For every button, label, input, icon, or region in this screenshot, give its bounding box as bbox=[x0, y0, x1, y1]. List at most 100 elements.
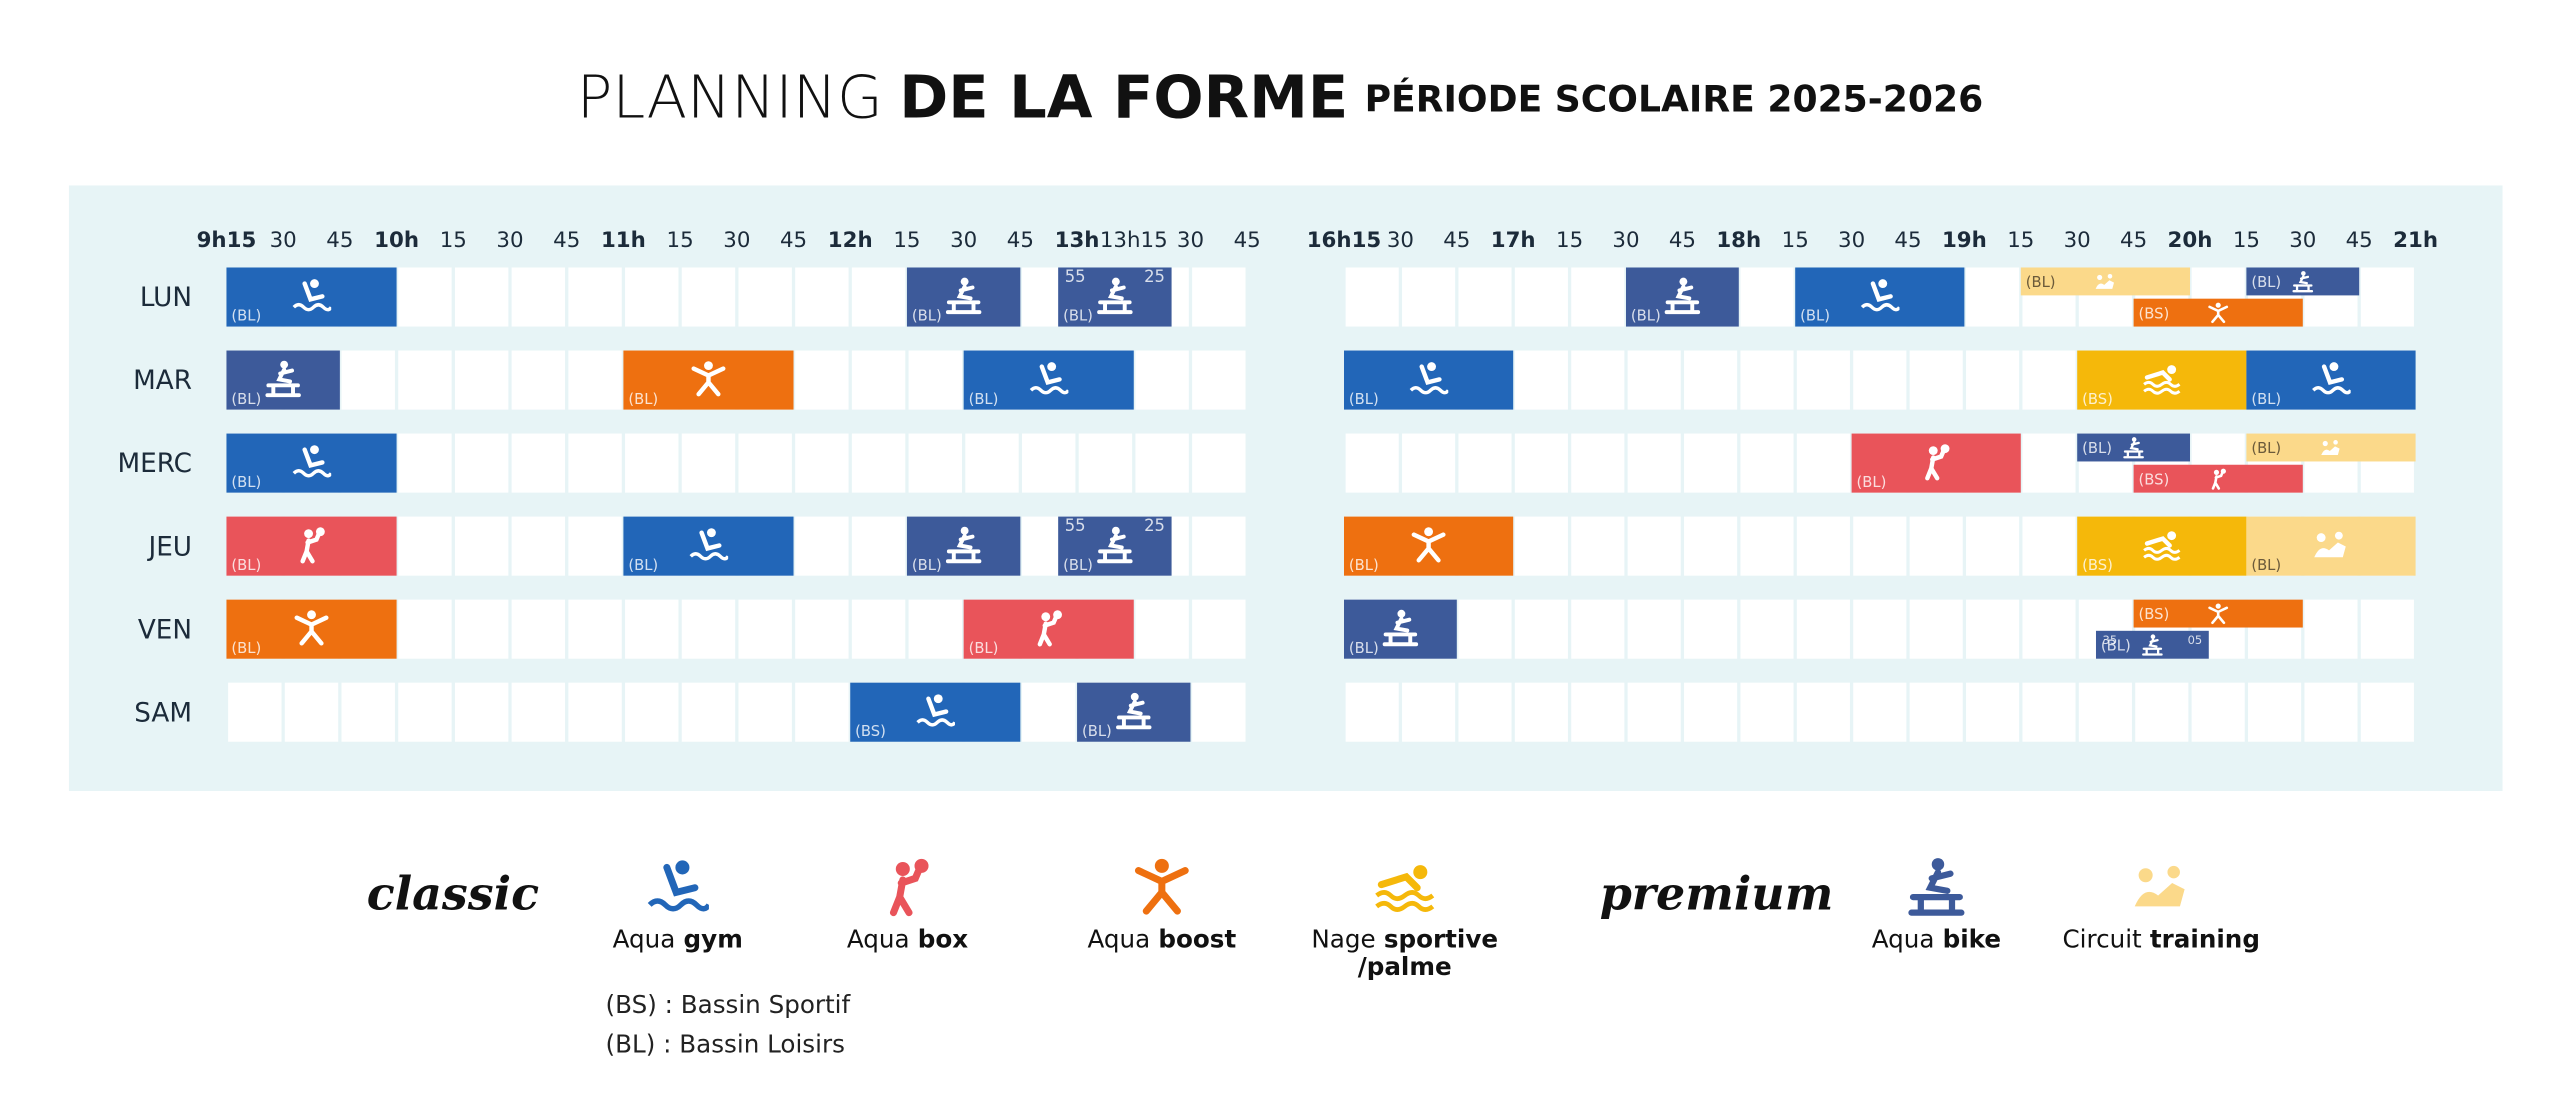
cell bbox=[2360, 599, 2414, 659]
cell bbox=[1966, 516, 2020, 576]
time-label: 45 bbox=[1894, 228, 1921, 253]
pool-label: (BL) bbox=[628, 391, 658, 408]
session: (BL) bbox=[1344, 350, 1514, 410]
time-label: 30 bbox=[270, 228, 297, 253]
time-label: 45 bbox=[1443, 228, 1470, 253]
time-label: 15 bbox=[440, 228, 467, 253]
cell bbox=[625, 267, 679, 327]
session: (BL) bbox=[2020, 267, 2190, 296]
session: (BS) bbox=[2077, 516, 2247, 576]
cell bbox=[2135, 682, 2189, 742]
time-label: 12h bbox=[828, 228, 873, 253]
time-label: 30 bbox=[1177, 228, 1204, 253]
cell bbox=[1078, 433, 1133, 493]
cell bbox=[2022, 682, 2076, 742]
time-label: 15 bbox=[1556, 228, 1583, 253]
cell bbox=[2360, 267, 2414, 327]
pool-label: (BL) bbox=[2251, 274, 2281, 291]
session-block bbox=[963, 599, 1134, 659]
session: (BL) bbox=[2246, 516, 2416, 576]
time-label: 9h15 bbox=[197, 228, 257, 253]
pool-label: (BL) bbox=[1063, 308, 1093, 325]
session: (BS) bbox=[2077, 350, 2247, 410]
time-label: 13h15 bbox=[1100, 228, 1168, 253]
pool-label: (BL) bbox=[628, 557, 658, 574]
day-label: JEU bbox=[146, 532, 192, 562]
cell bbox=[1740, 350, 1794, 410]
cell bbox=[1192, 682, 1246, 742]
pool-label: (BL) bbox=[912, 308, 942, 325]
minute-note: 05 bbox=[2188, 633, 2203, 647]
cell bbox=[1571, 516, 1625, 576]
cell bbox=[908, 433, 963, 493]
pool-label: (BL) bbox=[1349, 640, 1379, 657]
cell bbox=[795, 433, 849, 493]
pool-label: (BL) bbox=[1063, 557, 1093, 574]
time-label: 19h bbox=[1942, 228, 1987, 253]
cell bbox=[795, 267, 849, 327]
time-label: 10h bbox=[374, 228, 419, 253]
cell bbox=[341, 350, 395, 410]
cell bbox=[851, 350, 906, 410]
title: PLANNING DE LA FORME PÉRIODE SCOLAIRE 2025… bbox=[577, 63, 1983, 132]
legend-icon bbox=[2134, 865, 2185, 907]
session: (BS) bbox=[2133, 298, 2303, 327]
session: (BL) bbox=[1077, 682, 1191, 742]
legend-note: (BS) : Bassin Sportif bbox=[606, 990, 852, 1019]
cell bbox=[1021, 682, 1076, 742]
legend-text: Aqua bbox=[613, 924, 676, 953]
cell bbox=[908, 350, 963, 410]
pool-label: (BS) bbox=[2139, 606, 2170, 623]
time-label: 45 bbox=[1669, 228, 1696, 253]
legend-icon bbox=[1377, 865, 1433, 909]
cell bbox=[1135, 599, 1189, 659]
time-label: 15 bbox=[1782, 228, 1809, 253]
legend-bold: gym bbox=[684, 924, 743, 953]
cell bbox=[1627, 516, 1681, 576]
cell bbox=[1909, 599, 1963, 659]
pool-label: (BL) bbox=[2101, 637, 2131, 654]
cell bbox=[1966, 350, 2020, 410]
cell bbox=[851, 267, 906, 327]
cell bbox=[2304, 682, 2358, 742]
pool-label: (BL) bbox=[2251, 557, 2281, 574]
cell bbox=[454, 350, 509, 410]
legend-label: Circuit training bbox=[2062, 924, 2259, 953]
cell bbox=[625, 599, 679, 659]
cell bbox=[1966, 267, 2020, 327]
time-label: 30 bbox=[496, 228, 523, 253]
cell bbox=[1684, 350, 1738, 410]
cell bbox=[1966, 682, 2020, 742]
cell bbox=[1740, 433, 1794, 493]
legend-text: Aqua bbox=[847, 924, 910, 953]
legend-label: Aqua boost bbox=[1087, 924, 1236, 953]
session: (BL) bbox=[2077, 433, 2190, 462]
cell bbox=[1514, 599, 1568, 659]
cell bbox=[1796, 516, 1850, 576]
cell bbox=[795, 350, 849, 410]
time-label: 15 bbox=[667, 228, 694, 253]
cell bbox=[1192, 267, 1246, 327]
cell bbox=[851, 516, 906, 576]
legend-bold: sportive bbox=[1384, 924, 1498, 953]
time-label: 45 bbox=[1007, 228, 1034, 253]
cell bbox=[1796, 433, 1850, 493]
time-label: 30 bbox=[2064, 228, 2091, 253]
cell bbox=[908, 599, 963, 659]
pool-label: (BL) bbox=[231, 308, 261, 325]
time-label: 45 bbox=[2120, 228, 2147, 253]
time-label: 30 bbox=[1838, 228, 1865, 253]
pool-label: (BL) bbox=[231, 640, 261, 657]
cell bbox=[1740, 599, 1794, 659]
legend-icon bbox=[893, 859, 928, 913]
cell bbox=[1853, 350, 1907, 410]
session: (BL) bbox=[963, 350, 1134, 410]
cell bbox=[1402, 433, 1456, 493]
cell bbox=[1514, 267, 1568, 327]
minute-note: 55 bbox=[1065, 516, 1086, 535]
pool-label: (BL) bbox=[2251, 440, 2281, 457]
cell bbox=[1853, 599, 1907, 659]
cell bbox=[625, 433, 679, 493]
cell bbox=[1514, 516, 1568, 576]
pool-label: (BL) bbox=[1349, 557, 1379, 574]
